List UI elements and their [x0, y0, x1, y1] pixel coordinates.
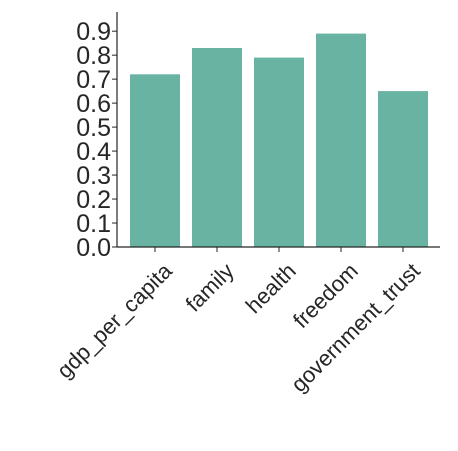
y-tick-label: 0.1: [76, 210, 111, 238]
y-tick-label: 0.0: [76, 234, 111, 262]
y-tick-label: 0.4: [76, 138, 111, 166]
y-tick-label: 0.8: [76, 42, 111, 70]
bar-government-trust: [378, 91, 428, 247]
y-tick-label: 0.2: [76, 186, 111, 214]
bars-layer: [130, 33, 428, 247]
x-tick-label: health: [241, 258, 301, 318]
bar-family: [192, 48, 242, 247]
x-tick-label: family: [181, 258, 239, 316]
x-ticks-layer: gdp_per_capita family healthfreedomgovernm…: [52, 247, 425, 397]
bar-freedom: [316, 33, 366, 247]
bar-gdp-per-capita: [130, 74, 180, 247]
bar-health: [254, 57, 304, 247]
x-tick-label: gdp_per_capita: [52, 258, 177, 383]
y-tick-label: 0.7: [76, 66, 111, 94]
y-ticks-layer: 0.00.10.20.30.40.50.60.70.80.9: [76, 18, 117, 262]
y-tick-label: 0.5: [76, 114, 111, 142]
y-tick-label: 0.3: [76, 162, 111, 190]
y-tick-label: 0.9: [76, 18, 111, 46]
y-tick-label: 0.6: [76, 90, 111, 118]
